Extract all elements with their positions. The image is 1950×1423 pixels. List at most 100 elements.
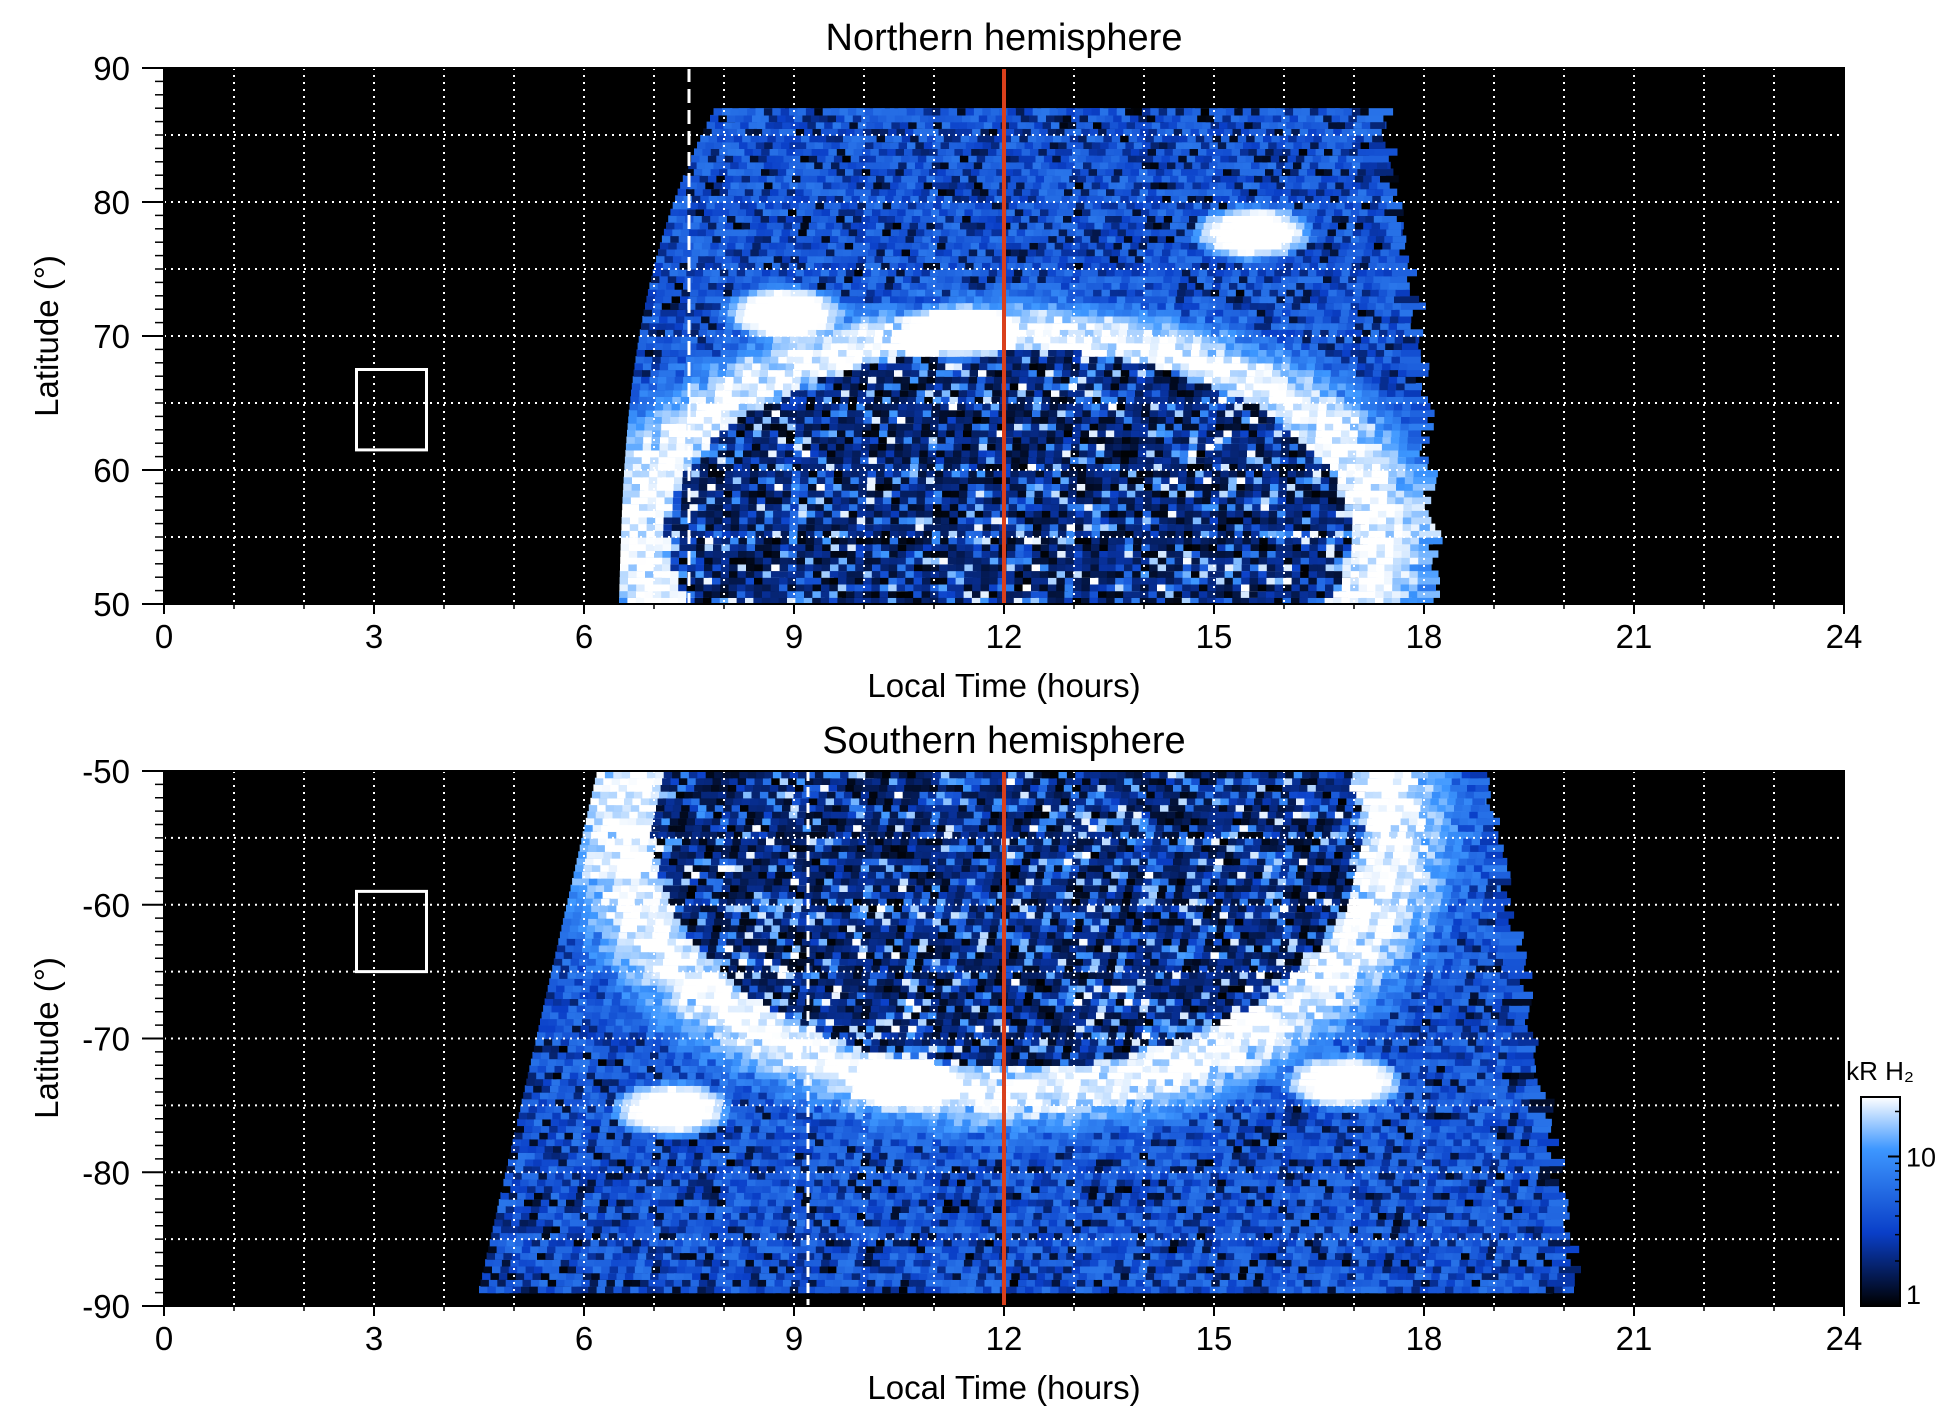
north-cell	[1372, 463, 1385, 471]
north-cell	[1057, 550, 1071, 558]
north-cell	[687, 563, 698, 572]
north-cell	[1293, 510, 1305, 518]
north-cell	[1279, 322, 1292, 330]
north-cell	[1126, 289, 1143, 297]
north-cell	[1140, 570, 1156, 578]
north-cell	[1234, 537, 1245, 545]
north-cell	[1331, 275, 1347, 283]
north-cell	[975, 255, 988, 263]
north-cell	[936, 315, 947, 324]
north-cell	[1396, 476, 1413, 484]
north-cell	[796, 563, 812, 572]
north-cell	[840, 510, 856, 518]
north-cell	[1374, 356, 1387, 364]
north-cell	[776, 456, 787, 464]
north-cell	[779, 416, 795, 424]
north-cell	[1168, 255, 1183, 263]
north-cell	[1221, 369, 1237, 377]
north-cell	[725, 282, 740, 290]
north-cell	[1051, 329, 1066, 337]
north-cell	[1386, 396, 1398, 404]
north-cell	[1156, 429, 1169, 438]
north-cell	[675, 456, 691, 464]
north-cell	[1223, 309, 1239, 317]
north-cell	[1363, 248, 1380, 257]
north-cell	[793, 449, 808, 458]
north-cell	[1105, 429, 1123, 438]
north-cell	[1375, 416, 1392, 424]
north-cell	[1025, 396, 1040, 404]
north-cell	[672, 255, 686, 263]
north-cell	[1169, 483, 1185, 491]
north-cell	[988, 590, 1003, 598]
north-cell	[697, 396, 713, 404]
north-cell	[1368, 530, 1380, 538]
north-cell	[646, 403, 660, 411]
north-cell	[1183, 342, 1198, 350]
north-cell	[987, 443, 1003, 451]
north-cell	[889, 550, 902, 558]
north-cell	[647, 389, 664, 397]
north-cell	[653, 557, 667, 565]
north-cell	[1058, 295, 1069, 304]
north-cell	[1269, 490, 1281, 498]
north-cell	[1351, 537, 1368, 545]
north-cell	[1181, 309, 1196, 317]
north-cell	[672, 336, 688, 344]
north-cell	[1025, 255, 1038, 263]
north-cell	[1257, 423, 1271, 431]
north-cell	[684, 315, 701, 324]
north-cell	[691, 282, 703, 290]
north-cell	[972, 349, 985, 357]
north-cell	[957, 295, 970, 304]
north-cell	[901, 463, 913, 471]
north-cell	[1201, 510, 1217, 518]
north-cell	[813, 302, 829, 310]
north-cell	[772, 403, 788, 411]
north-cell	[1346, 476, 1362, 484]
north-cell	[1409, 577, 1426, 585]
north-cell	[771, 409, 785, 417]
north-cell	[1121, 362, 1133, 371]
north-cell	[1035, 470, 1048, 478]
north-cell	[864, 537, 877, 545]
north-cell	[1166, 543, 1178, 551]
north-cell	[1227, 255, 1243, 263]
north-cell	[1240, 269, 1257, 277]
north-cell	[1054, 436, 1071, 444]
north-cell	[1149, 416, 1163, 424]
north-cell	[1103, 248, 1116, 257]
north-cell	[1260, 516, 1273, 525]
north-cell	[1392, 416, 1408, 424]
north-cell	[1077, 322, 1090, 330]
north-cell	[1304, 463, 1316, 471]
north-cell	[1148, 577, 1163, 585]
north-cell	[743, 362, 755, 371]
north-cell	[657, 470, 671, 478]
north-cell	[1193, 255, 1209, 263]
north-cell	[1294, 289, 1306, 297]
north-cell	[1062, 315, 1075, 324]
north-cell	[710, 242, 723, 250]
north-cell	[1035, 376, 1053, 384]
north-cell	[923, 523, 940, 531]
north-cell	[1269, 255, 1280, 263]
north-cell	[1171, 449, 1184, 458]
north-cell	[741, 470, 754, 478]
north-cell	[1045, 315, 1062, 324]
north-cell	[765, 389, 782, 397]
north-cell	[921, 356, 938, 364]
north-cell	[826, 463, 843, 471]
north-cell	[1030, 423, 1045, 431]
north-cell	[809, 376, 822, 384]
north-cell	[695, 557, 706, 565]
north-cell	[909, 476, 924, 484]
north-cell	[1174, 302, 1185, 310]
north-cell	[1237, 463, 1254, 471]
north-cell	[1272, 443, 1287, 451]
north-cell	[1133, 342, 1145, 350]
north-cell	[742, 456, 759, 464]
north-cell	[800, 470, 817, 478]
north-cell	[655, 510, 670, 518]
north-cell	[1022, 269, 1036, 277]
